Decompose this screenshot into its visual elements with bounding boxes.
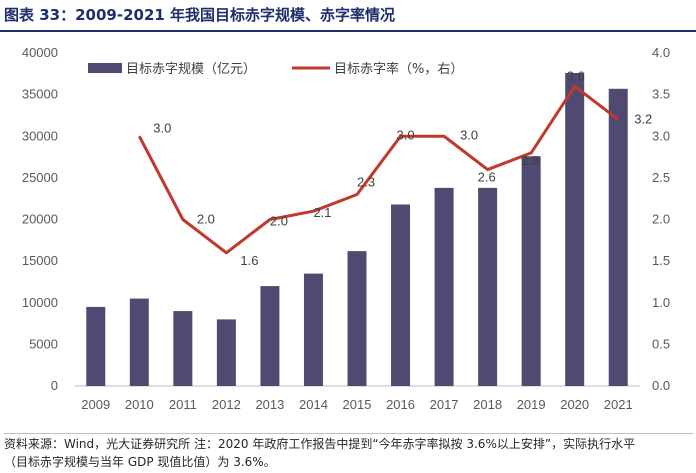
right-axis-tick-label: 2.5 bbox=[652, 170, 670, 185]
rate-data-label: 3.0 bbox=[153, 120, 171, 135]
left-axis-tick-label: 25000 bbox=[22, 170, 58, 185]
x-axis-ticks: 2009 2010 2011 2012 2013 2014 2015 2016 2017 2018… bbox=[81, 397, 632, 412]
deficit-bar bbox=[391, 204, 411, 386]
x-axis-tick-label: 2017 bbox=[430, 397, 459, 412]
x-axis-tick-label: 2021 bbox=[604, 397, 633, 412]
left-axis-ticks: 0 5000 10000 15000 20000 25000 30000 35000 40000 bbox=[22, 45, 58, 393]
left-axis-tick-label: 20000 bbox=[22, 212, 58, 227]
deficit-bar bbox=[347, 251, 367, 386]
right-axis-tick-label: 1.0 bbox=[652, 295, 670, 310]
right-axis-tick-label: 0.5 bbox=[652, 336, 670, 351]
x-axis-tick-label: 2020 bbox=[560, 397, 589, 412]
x-axis-tick-label: 2012 bbox=[212, 397, 241, 412]
right-axis-tick-label: 3.0 bbox=[652, 128, 670, 143]
rate-labels: 3.0 2.0 1.6 2.0 2.1 2.3 3.0 3.0 2.6 2.8 3.6 3.2 bbox=[153, 68, 652, 267]
legend: 目标赤字规模（亿元） 目标赤字率（%，右） bbox=[88, 61, 463, 77]
x-axis-tick-label: 2013 bbox=[255, 397, 284, 412]
deficit-bar bbox=[86, 306, 106, 386]
x-axis-tick-label: 2019 bbox=[517, 397, 546, 412]
x-axis-tick-label: 2015 bbox=[343, 397, 372, 412]
deficit-bar bbox=[303, 273, 323, 386]
deficit-bar bbox=[608, 88, 628, 387]
rate-data-label: 1.6 bbox=[240, 253, 258, 268]
deficit-bar bbox=[173, 311, 193, 386]
left-axis-tick-label: 5000 bbox=[29, 336, 58, 351]
combo-chart: 0 5000 10000 15000 20000 25000 30000 35000 40000… bbox=[22, 45, 670, 412]
x-axis-tick-label: 2018 bbox=[473, 397, 502, 412]
left-axis-tick-label: 10000 bbox=[22, 295, 58, 310]
deficit-bar bbox=[478, 187, 498, 386]
chart-title: 图表 33：2009-2021 年我国目标赤字规模、赤字率情况 bbox=[4, 6, 396, 24]
x-axis-tick-label: 2011 bbox=[169, 397, 197, 412]
left-axis-tick-label: 0 bbox=[51, 378, 58, 393]
left-axis-tick-label: 40000 bbox=[22, 45, 58, 60]
left-axis-tick-label: 35000 bbox=[22, 87, 58, 102]
rate-data-label: 2.0 bbox=[270, 214, 288, 229]
deficit-bar bbox=[260, 286, 280, 386]
rate-data-label: 2.3 bbox=[357, 175, 375, 190]
right-axis-ticks: 0.0 0.5 1.0 1.5 2.0 2.5 3.0 3.5 4.0 bbox=[652, 45, 670, 393]
rate-data-label: 2.6 bbox=[478, 170, 496, 185]
x-axis-tick-label: 2009 bbox=[81, 397, 110, 412]
source-note-line-2: （目标赤字规模与当年 GDP 现值比值）为 3.6%。 bbox=[4, 455, 276, 469]
rate-data-label: 2.8 bbox=[521, 153, 539, 168]
source-note: 资料来源：Wind，光大证券研究所 注：2020 年政府工作报告中提到“今年赤字… bbox=[4, 433, 694, 471]
right-axis-tick-label: 1.5 bbox=[652, 253, 670, 268]
rate-data-label: 2.0 bbox=[197, 212, 215, 227]
deficit-bar bbox=[521, 156, 541, 386]
rate-data-label: 3.0 bbox=[397, 127, 415, 142]
x-axis-tick-label: 2014 bbox=[299, 397, 328, 412]
rate-data-label: 3.0 bbox=[460, 127, 478, 142]
rate-data-label: 2.1 bbox=[313, 205, 331, 220]
right-axis-tick-label: 4.0 bbox=[652, 45, 670, 60]
legend-bar-swatch bbox=[88, 63, 122, 73]
deficit-bar bbox=[129, 298, 149, 386]
right-axis-tick-label: 2.0 bbox=[652, 212, 670, 227]
left-axis-tick-label: 30000 bbox=[22, 128, 58, 143]
left-axis-tick-label: 15000 bbox=[22, 253, 58, 268]
rate-data-label: 3.2 bbox=[634, 112, 652, 127]
bars bbox=[86, 72, 628, 387]
deficit-bar bbox=[565, 72, 585, 386]
rate-data-label: 3.6 bbox=[567, 68, 585, 83]
x-axis-tick-label: 2016 bbox=[386, 397, 415, 412]
legend-bar-label: 目标赤字规模（亿元） bbox=[126, 62, 256, 77]
source-note-line-1: 资料来源：Wind，光大证券研究所 注：2020 年政府工作报告中提到“今年赤字… bbox=[4, 437, 636, 451]
title-bar: 图表 33：2009-2021 年我国目标赤字规模、赤字率情况 bbox=[0, 0, 696, 32]
rate-line bbox=[137, 84, 620, 255]
right-axis-tick-label: 3.5 bbox=[652, 87, 670, 102]
legend-line-label: 目标赤字率（%，右） bbox=[334, 61, 463, 77]
deficit-bar bbox=[434, 187, 454, 386]
deficit-bar bbox=[216, 319, 236, 386]
right-axis-tick-label: 0.0 bbox=[652, 378, 670, 393]
deficit-rate-line bbox=[137, 84, 620, 255]
x-axis-tick-label: 2010 bbox=[125, 397, 154, 412]
